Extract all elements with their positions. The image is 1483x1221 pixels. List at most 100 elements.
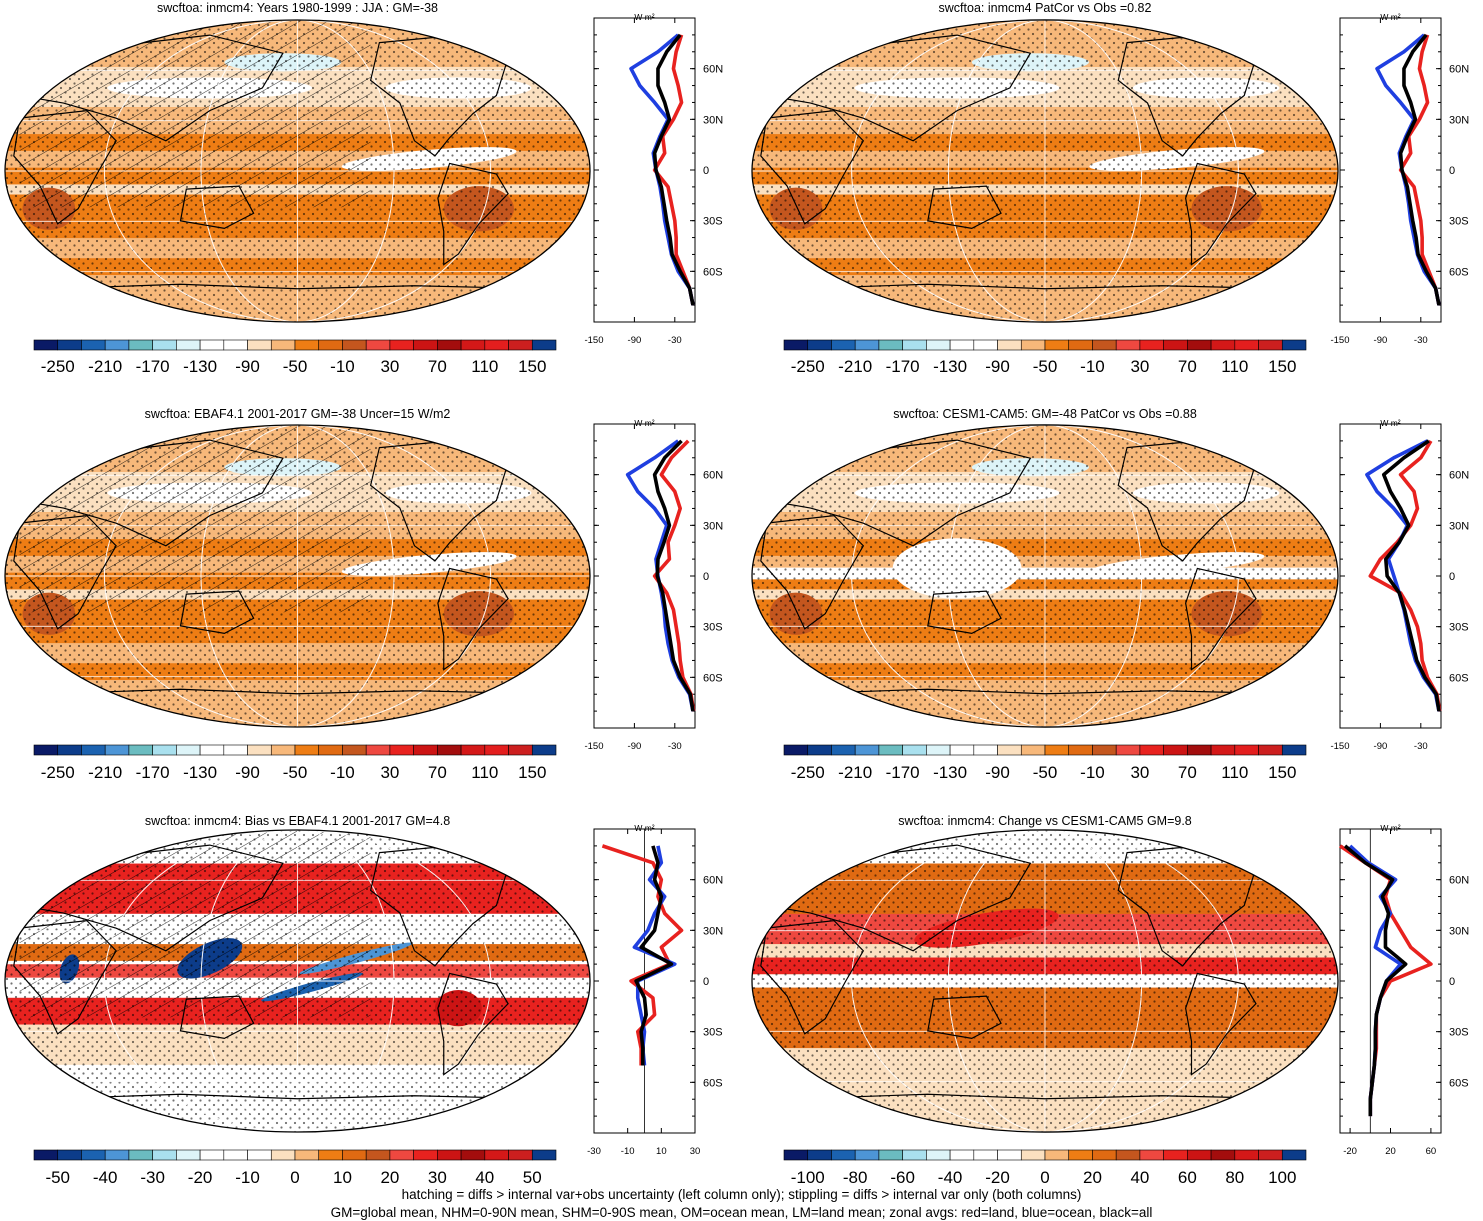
colorbar-box bbox=[854, 339, 880, 351]
australia-coastline bbox=[927, 590, 1002, 635]
colorbar-box bbox=[413, 744, 438, 756]
greenland-coastline bbox=[507, 836, 556, 869]
colorbar-box bbox=[926, 744, 951, 756]
colorbar-box bbox=[1139, 744, 1164, 756]
colorbar-box bbox=[365, 339, 391, 351]
map-field bbox=[752, 424, 1338, 728]
profile-xtick-label: -30 bbox=[668, 741, 682, 752]
colorbar-box bbox=[176, 744, 201, 756]
colorbar-box bbox=[33, 744, 59, 756]
colorbar-label: 70 bbox=[1178, 357, 1197, 376]
profile-line-all bbox=[634, 845, 674, 1066]
profile-ytick-label: 0 bbox=[703, 976, 709, 988]
colorbar-label: 0 bbox=[1040, 1168, 1049, 1187]
profile-ytick-label: 60N bbox=[1449, 875, 1469, 887]
colorbar-box bbox=[389, 744, 414, 756]
colorbar-box bbox=[902, 339, 927, 351]
map-title: swcftoa: CESM1-CAM5: GM=-48 PatCor vs Ob… bbox=[893, 407, 1197, 421]
colorbar-label: -210 bbox=[88, 763, 122, 782]
colorbar-box bbox=[783, 744, 809, 756]
colorbar-box bbox=[1115, 744, 1141, 756]
antarctica-coastline bbox=[48, 688, 547, 695]
profile-xtick-label: -10 bbox=[621, 1146, 635, 1157]
colorbar-box bbox=[878, 1149, 903, 1161]
colorbar-label: 10 bbox=[333, 1168, 352, 1187]
colorbar-box bbox=[807, 1149, 832, 1161]
colorbar-label: -210 bbox=[838, 763, 872, 782]
colorbar-box bbox=[508, 1149, 533, 1161]
colorbar-box bbox=[997, 1149, 1022, 1161]
colorbar-1: -250 -210 -170 -130 -90 -50 -10 30 70 110 150 bbox=[33, 339, 557, 376]
colorbar-label: -250 bbox=[41, 763, 75, 782]
africa-coastline bbox=[13, 919, 117, 1035]
colorbar-label: 70 bbox=[428, 763, 447, 782]
colorbar-label: -250 bbox=[41, 357, 75, 376]
colorbar-box bbox=[1092, 1149, 1117, 1161]
colorbar-box bbox=[997, 339, 1022, 351]
colorbar-box bbox=[57, 1149, 82, 1161]
map-panel-4: swcftoa: CESM1-CAM5: GM=-48 PatCor vs Ob… bbox=[751, 407, 1339, 728]
colorbar-3: -250 -210 -170 -130 -90 -50 -10 30 70 110 150 bbox=[33, 744, 557, 782]
profile-line-all bbox=[1343, 844, 1408, 1117]
colorbar-box bbox=[1020, 339, 1046, 351]
colorbar-box bbox=[199, 744, 225, 756]
greenland-coastline bbox=[1254, 26, 1304, 59]
colorbar-label: -210 bbox=[838, 357, 872, 376]
colorbar-box bbox=[247, 1149, 272, 1161]
profile-line-all bbox=[652, 439, 695, 712]
footer-line-1: hatching = diffs > internal var+obs unce… bbox=[401, 1187, 1082, 1202]
colorbar-label: 60 bbox=[1178, 1168, 1197, 1187]
colorbar-box bbox=[199, 1149, 225, 1161]
map-panel-6: swcftoa: inmcm4: Change vs CESM1-CAM5 GM… bbox=[751, 814, 1339, 1133]
profile-xtick-label: -150 bbox=[584, 335, 603, 346]
australia-coastline bbox=[927, 185, 1002, 230]
colorbar-box bbox=[1187, 744, 1212, 756]
colorbar-box bbox=[878, 339, 903, 351]
colorbar-box bbox=[1044, 744, 1070, 756]
colorbar-box bbox=[1044, 1149, 1070, 1161]
south-america-coastline bbox=[437, 567, 509, 671]
map-border bbox=[4, 829, 591, 1133]
colorbar-label: 30 bbox=[1130, 357, 1149, 376]
profile-ytick-label: 30N bbox=[1449, 925, 1469, 937]
colorbar-box bbox=[81, 1149, 106, 1161]
profile-ytick-label: 0 bbox=[703, 165, 709, 177]
africa-coastline bbox=[760, 514, 865, 630]
colorbar-box bbox=[128, 1149, 153, 1161]
colorbar-box bbox=[318, 744, 343, 756]
colorbar-box bbox=[128, 339, 153, 351]
colorbar-box bbox=[1210, 744, 1236, 756]
colorbar-box bbox=[294, 1149, 320, 1161]
map-border bbox=[4, 19, 591, 323]
map-border bbox=[4, 424, 591, 728]
profile-xtick-label: -150 bbox=[584, 741, 603, 752]
colorbar-box bbox=[152, 744, 177, 756]
colorbar-box bbox=[831, 744, 856, 756]
profile-units: W m² bbox=[634, 418, 654, 428]
colorbar-label: -250 bbox=[791, 357, 825, 376]
south-america-coastline bbox=[1185, 972, 1257, 1076]
zonal-profile-5: 60N 30N 0 30S 60S -30 -10 10 30 W m² bbox=[587, 823, 723, 1157]
profile-line-ocean bbox=[1365, 439, 1441, 712]
profile-ytick-label: 30S bbox=[703, 216, 723, 228]
colorbar-box bbox=[973, 339, 998, 351]
colorbar-label: -10 bbox=[1080, 357, 1105, 376]
colorbar-label: 150 bbox=[1268, 357, 1296, 376]
colorbar-label: -170 bbox=[136, 763, 170, 782]
colorbar-box bbox=[152, 1149, 177, 1161]
south-america-coastline bbox=[1185, 162, 1257, 266]
colorbar-box bbox=[973, 744, 998, 756]
colorbar-box bbox=[1187, 1149, 1212, 1161]
colorbar-box bbox=[1115, 1149, 1141, 1161]
colorbar-label: 110 bbox=[1221, 763, 1248, 782]
colorbar-box bbox=[949, 1149, 975, 1161]
map-field bbox=[752, 829, 1338, 1133]
colorbar-box bbox=[807, 339, 832, 351]
colorbar-label: 150 bbox=[1268, 763, 1296, 782]
profile-xtick-label: 20 bbox=[1385, 1146, 1396, 1157]
colorbar-box bbox=[1092, 339, 1117, 351]
colorbar-box bbox=[152, 339, 177, 351]
profile-xtick-label: -90 bbox=[1374, 741, 1388, 752]
colorbar-box bbox=[57, 339, 82, 351]
colorbar-box bbox=[1258, 744, 1283, 756]
